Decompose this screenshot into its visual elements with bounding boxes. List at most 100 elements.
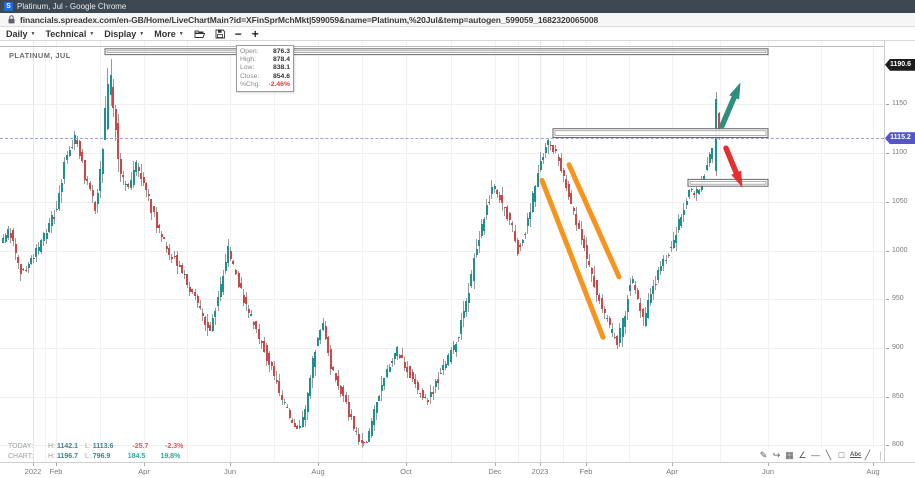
candle (498, 195, 501, 200)
bearish-arrow-head[interactable] (731, 170, 743, 188)
candle (368, 430, 371, 442)
candle (409, 366, 412, 378)
candle (590, 268, 593, 275)
candle (104, 108, 107, 140)
time-tick-mark (873, 463, 874, 466)
candle (186, 273, 189, 285)
bullish-arrow-head[interactable] (729, 82, 741, 100)
candle-wick (706, 157, 708, 172)
time-tick-mark (56, 463, 57, 466)
candle (334, 373, 337, 380)
candle (42, 233, 45, 241)
ohlc-tooltip: Open: 876.3 High: 878.4 Low: 838.1 Close: 85… (236, 45, 294, 93)
rect-icon[interactable]: □ (838, 449, 845, 460)
candle-wick (504, 206, 506, 216)
candle-wick (591, 267, 593, 282)
candle (183, 273, 186, 275)
candle (706, 165, 708, 170)
price-axis[interactable]: 1150 1100 1050 1000 950 900 850 800 1190.6 1115.2 (884, 41, 915, 462)
candle (386, 368, 388, 378)
candlestick-chart-canvas[interactable]: PLATINUM, JUL Open: 876.3 High: 878.4 Low:… (0, 41, 884, 462)
candle (296, 425, 299, 429)
candle-wick (511, 220, 513, 232)
candle (537, 172, 540, 187)
price-tick-mark (886, 201, 889, 203)
candle (339, 386, 342, 395)
candle (199, 305, 202, 308)
hline-icon[interactable]: — (811, 449, 820, 460)
vertical-gridline (563, 41, 564, 462)
candle (667, 254, 670, 256)
candle (606, 317, 609, 319)
candle (301, 416, 304, 427)
candle (76, 140, 79, 145)
candle (485, 205, 488, 215)
candle (232, 260, 235, 265)
candle (304, 409, 307, 421)
candle (698, 190, 701, 195)
channel-line-2[interactable] (539, 177, 606, 340)
text-icon[interactable]: Abc (850, 451, 862, 458)
time-tick-mark (406, 463, 407, 466)
zoom-out-button[interactable]: − (234, 26, 242, 41)
candle (240, 282, 243, 289)
candle (316, 338, 319, 347)
candle (260, 341, 263, 344)
channel-line-1[interactable] (566, 162, 622, 280)
candle (281, 395, 284, 400)
candle (2, 238, 4, 244)
menu-display[interactable]: Display ▼ (104, 28, 145, 39)
fan-icon[interactable]: ∠ (798, 449, 807, 460)
menu-daily[interactable]: Daily ▼ (6, 28, 36, 39)
curve-icon[interactable]: ↪ (772, 449, 781, 460)
candle (672, 239, 675, 248)
url-text[interactable]: financials.spreadex.com/en-GB/Home/LiveC… (20, 14, 599, 25)
slash-icon[interactable]: ╱ (864, 449, 871, 460)
candle (60, 183, 63, 192)
candle-wick (158, 224, 160, 233)
candle (140, 172, 143, 180)
menu-technical[interactable]: Technical ▼ (45, 28, 95, 39)
pen-icon[interactable]: ✎ (759, 449, 768, 460)
time-tick-mark (672, 463, 673, 466)
candle (511, 223, 514, 226)
vertical-gridline (274, 41, 275, 462)
candle (176, 255, 179, 267)
candle (245, 297, 248, 305)
trendline-icon[interactable]: ╲ (825, 449, 832, 460)
candle-wick (696, 187, 698, 201)
candle (598, 294, 601, 301)
candle (71, 147, 74, 149)
support-zone-low[interactable] (687, 178, 769, 187)
candle (165, 246, 168, 249)
candle (455, 343, 458, 352)
candle (17, 257, 20, 264)
resistance-zone-top[interactable] (104, 48, 769, 56)
candle (718, 113, 720, 139)
candle (4, 235, 7, 243)
candle (570, 192, 573, 205)
candle (250, 314, 253, 317)
candle (601, 297, 604, 309)
menu-more[interactable]: More ▼ (154, 28, 184, 39)
save-icon[interactable] (215, 29, 225, 39)
candle (78, 141, 81, 156)
candle (122, 175, 125, 178)
vertical-gridline (318, 41, 319, 462)
candle (37, 246, 40, 251)
candle (426, 399, 429, 403)
candle (424, 397, 427, 399)
time-axis[interactable]: 2022 Feb Apr Jun Aug Oct Dec 2023 Feb Apr Jun Aug (0, 462, 915, 478)
zoom-in-button[interactable]: + (251, 26, 259, 41)
candle (450, 349, 452, 362)
candle (401, 355, 404, 358)
price-tick-mark (886, 347, 889, 349)
candle (434, 381, 437, 388)
time-tick-label: Aug (866, 467, 880, 476)
candle (636, 290, 639, 300)
resistance-zone-mid[interactable] (552, 128, 769, 138)
candle (411, 371, 414, 380)
grid-icon[interactable]: ▦ (785, 449, 794, 460)
browser-address-bar[interactable]: financials.spreadex.com/en-GB/Home/LiveC… (0, 13, 915, 27)
open-folder-icon[interactable] (194, 29, 205, 38)
